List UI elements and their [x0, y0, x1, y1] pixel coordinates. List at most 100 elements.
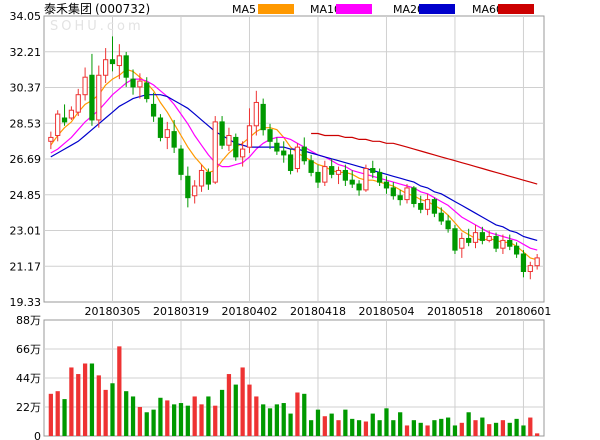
volume-bar: [151, 409, 156, 436]
candle: [123, 51, 129, 87]
legend-label: MA5: [232, 3, 256, 16]
watermark: SOHU.com: [50, 19, 144, 34]
candle-body: [335, 169, 342, 175]
candle-body: [212, 121, 218, 183]
candle: [329, 158, 335, 179]
legend-swatch: [419, 4, 455, 14]
price-panel: SOHU.com 34.05 32.21 30.37 28.53 26.69 24.85 2…: [10, 10, 552, 318]
volume-bar: [185, 405, 190, 436]
candle-body: [452, 228, 458, 251]
volume-bar: [158, 397, 163, 436]
volume-bar: [363, 421, 369, 436]
candle-body: [205, 171, 212, 185]
candle-body: [82, 76, 88, 96]
date-axis: 20180305 20180319 20180402 20180418 20180504…: [84, 305, 551, 318]
legend-label: MA10: [310, 3, 341, 16]
candle: [157, 114, 164, 142]
legend-item-ma5: MA5: [232, 3, 294, 16]
volume-bar: [254, 396, 259, 436]
candle-body: [527, 265, 533, 272]
candle: [308, 154, 314, 177]
volume-tick-label: 22万: [16, 401, 41, 414]
candle-body: [308, 160, 314, 173]
legend-swatch: [498, 4, 534, 14]
candle-body: [479, 232, 485, 241]
candle: [281, 141, 287, 163]
candle-body: [349, 179, 355, 185]
candle-body: [274, 142, 280, 152]
candle: [390, 182, 396, 200]
candle: [246, 108, 253, 153]
volume-bar: [130, 396, 136, 436]
price-tick-label: 19.33: [10, 296, 42, 309]
candle: [267, 123, 273, 150]
volume-bar: [199, 404, 204, 436]
candle-body: [376, 171, 383, 183]
volume-bar: [404, 425, 410, 436]
candle: [322, 160, 328, 187]
candle-body: [438, 212, 444, 222]
candle-body: [178, 148, 184, 175]
candle-body: [287, 154, 294, 171]
candle: [253, 90, 259, 136]
candle-body: [370, 168, 376, 173]
candle-body: [329, 166, 335, 175]
volume-bar: [261, 404, 266, 436]
volume-bar: [302, 393, 307, 436]
volume-bar: [350, 418, 355, 436]
volume-bar: [521, 425, 526, 436]
legend-label: MA60: [472, 3, 503, 16]
volume-bar: [432, 420, 437, 436]
candle-body: [96, 74, 102, 121]
volume-bar: [82, 363, 88, 436]
candle: [226, 127, 232, 152]
candle-body: [507, 239, 513, 247]
candle: [370, 160, 376, 179]
candle-body: [315, 171, 321, 183]
candle-body: [356, 183, 362, 191]
volume-bar: [274, 404, 279, 436]
candle: [520, 250, 527, 278]
volume-bar: [55, 391, 60, 436]
candle-body: [233, 136, 239, 158]
candle: [356, 180, 362, 196]
candle-body: [61, 117, 68, 123]
candle: [459, 232, 465, 258]
candle: [472, 224, 479, 249]
date-tick-label: 20180319: [153, 305, 209, 318]
candle-body: [68, 109, 75, 119]
candle: [418, 195, 424, 214]
price-tick-label: 32.21: [10, 46, 42, 59]
candle-body: [130, 78, 136, 88]
volume-bar: [89, 363, 95, 436]
date-tick-label: 20180504: [358, 305, 414, 318]
volume-bar: [493, 422, 499, 436]
volume-bar: [281, 403, 286, 436]
candle-body: [150, 103, 157, 117]
candle: [376, 168, 383, 187]
candle-body: [459, 237, 465, 249]
candle: [411, 186, 417, 208]
candle-body: [192, 185, 198, 197]
volume-bar: [103, 389, 108, 436]
volume-bar: [356, 420, 362, 436]
candle: [315, 164, 321, 188]
volume-bar: [117, 346, 122, 436]
volume-bar: [267, 408, 273, 436]
candle: [137, 73, 143, 99]
candle: [89, 53, 95, 126]
candle-body: [226, 134, 232, 146]
volume-tick-label: 66万: [16, 343, 41, 356]
date-tick-label: 20180305: [84, 305, 140, 318]
candle-body: [240, 148, 246, 158]
ma-lines: [50, 68, 538, 261]
candle-body: [48, 136, 54, 142]
candle-body: [198, 169, 205, 187]
candle-body: [466, 237, 472, 243]
date-tick-label: 20180418: [290, 305, 346, 318]
volume-bar: [295, 392, 300, 436]
volume-bar: [425, 425, 430, 436]
volume-bar: [528, 417, 533, 436]
